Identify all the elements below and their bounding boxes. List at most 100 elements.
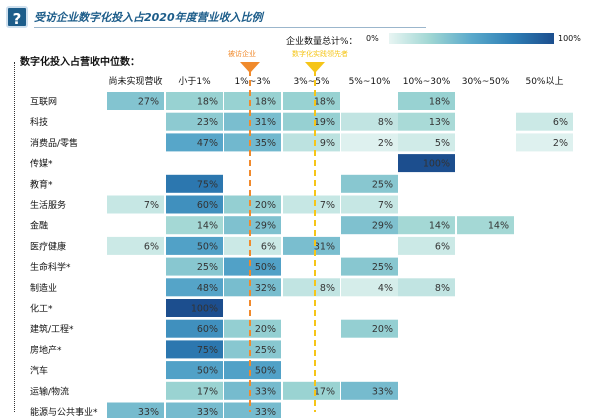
- cell-value-label: 33%: [372, 386, 393, 397]
- column-label: 尚未实现营收: [108, 75, 162, 87]
- column-label: 10%~30%: [403, 77, 451, 87]
- cell-value-label: 50%: [255, 262, 276, 273]
- cell-value-label: 6%: [261, 241, 276, 252]
- heatmap-cell: [224, 92, 281, 110]
- row-label: 科技: [30, 116, 48, 128]
- row-label: 医疗健康: [30, 240, 66, 252]
- heatmap-cell: [283, 236, 340, 255]
- cell-value-label: 31%: [314, 241, 335, 252]
- heatmap-cell: [224, 381, 281, 400]
- heatmap-cell: [398, 236, 455, 255]
- heatmap-cell: [166, 299, 223, 317]
- cell-value-label: 8%: [378, 117, 393, 128]
- cell-value-label: 75%: [197, 179, 218, 190]
- cell-value-label: 7%: [378, 200, 393, 211]
- cell-value-label: 8%: [320, 283, 335, 294]
- heatmap-cell: [224, 236, 281, 255]
- question-icon: ?: [6, 6, 28, 28]
- cell-value-label: 33%: [138, 407, 159, 418]
- cell-value-label: 33%: [255, 407, 276, 418]
- heatmap-cell: [516, 133, 573, 152]
- heatmap-cell: [166, 92, 223, 110]
- row-label: 建筑/工程*: [30, 323, 74, 335]
- heatmap-cell: [224, 402, 281, 418]
- heatmap-cell: [341, 133, 398, 152]
- heatmap-cell: [224, 216, 281, 235]
- heatmap-cell: [224, 112, 281, 131]
- cell-value-label: 6%: [553, 117, 568, 128]
- column-label: 小于1%: [178, 76, 211, 87]
- heatmap-cell: [341, 381, 398, 400]
- heatmap-cell: [166, 340, 223, 359]
- cell-value-label: 8%: [435, 283, 450, 294]
- cell-value-label: 35%: [255, 138, 276, 149]
- left-dotted-guide: [14, 62, 15, 412]
- cell-value-label: 60%: [197, 200, 218, 211]
- cell-value-label: 5%: [435, 138, 450, 149]
- heatmap-cell: [166, 319, 223, 338]
- heatmap-cell: [166, 174, 223, 193]
- heatmap-cell: [283, 92, 340, 110]
- heatmap-cell: [341, 257, 398, 276]
- cell-value-label: 4%: [378, 283, 393, 294]
- cell-value-label: 25%: [255, 345, 276, 356]
- cell-value-label: 17%: [314, 386, 335, 397]
- heatmap-cell: [166, 216, 223, 235]
- legend-gradient-bar: [389, 33, 554, 44]
- heatmap-cell: [398, 278, 455, 297]
- cell-value-label: 25%: [197, 262, 218, 273]
- cell-value-label: 2%: [553, 138, 568, 149]
- heatmap-cell: [398, 92, 455, 110]
- heatmap-cell: [166, 381, 223, 400]
- marker-label: 数字化实践领先者: [292, 49, 348, 58]
- cell-value-label: 31%: [255, 117, 276, 128]
- row-label: 能源与公共事业*: [30, 406, 98, 418]
- column-label: 30%~50%: [462, 77, 510, 87]
- row-label: 传媒*: [30, 158, 53, 170]
- cell-value-label: 100%: [191, 304, 218, 315]
- cell-value-label: 18%: [197, 97, 218, 108]
- row-label: 化工*: [30, 303, 53, 315]
- heatmap-cell: [224, 195, 281, 214]
- heatmap-cell: [107, 402, 164, 418]
- cell-value-label: 14%: [488, 221, 509, 232]
- heatmap-cell: [341, 174, 398, 193]
- heatmap-cell: [398, 216, 455, 235]
- row-label: 制造业: [30, 282, 57, 294]
- column-label: 5%~10%: [349, 77, 391, 87]
- row-label: 生命科学*: [30, 261, 71, 273]
- heatmap-cell: [283, 381, 340, 400]
- heatmap-cell: [224, 257, 281, 276]
- heatmap-cell: [166, 195, 223, 214]
- cell-value-label: 7%: [144, 200, 159, 211]
- cell-value-label: 29%: [255, 221, 276, 232]
- cell-value-label: 60%: [197, 324, 218, 335]
- cell-value-label: 18%: [255, 97, 276, 108]
- cell-value-label: 6%: [144, 241, 159, 252]
- heatmap-cell: [341, 216, 398, 235]
- cell-value-label: 50%: [255, 366, 276, 377]
- heatmap-cell: [166, 278, 223, 297]
- heatmap-cell: [283, 278, 340, 297]
- heatmap-cell: [107, 236, 164, 255]
- cell-value-label: 18%: [429, 97, 450, 108]
- heatmap-cell: [398, 154, 455, 173]
- heatmap-cell: [341, 195, 398, 214]
- cell-value-label: 14%: [429, 221, 450, 232]
- heatmap-cell: [457, 216, 514, 235]
- cell-value-label: 9%: [320, 138, 335, 149]
- heatmap-cell: [107, 92, 164, 110]
- legend-max-label: 100%: [558, 34, 581, 43]
- heatmap-cell: [166, 402, 223, 418]
- cell-value-label: 47%: [197, 138, 218, 149]
- row-label: 汽车: [30, 365, 48, 377]
- heatmap-cell: [516, 112, 573, 131]
- cell-value-label: 75%: [197, 345, 218, 356]
- marker-triangle: [240, 62, 260, 73]
- cell-value-label: 50%: [197, 366, 218, 377]
- row-label: 生活服务: [30, 199, 66, 211]
- legend-min-label: 0%: [366, 34, 379, 43]
- heatmap-cell: [166, 133, 223, 152]
- cell-value-label: 19%: [314, 117, 335, 128]
